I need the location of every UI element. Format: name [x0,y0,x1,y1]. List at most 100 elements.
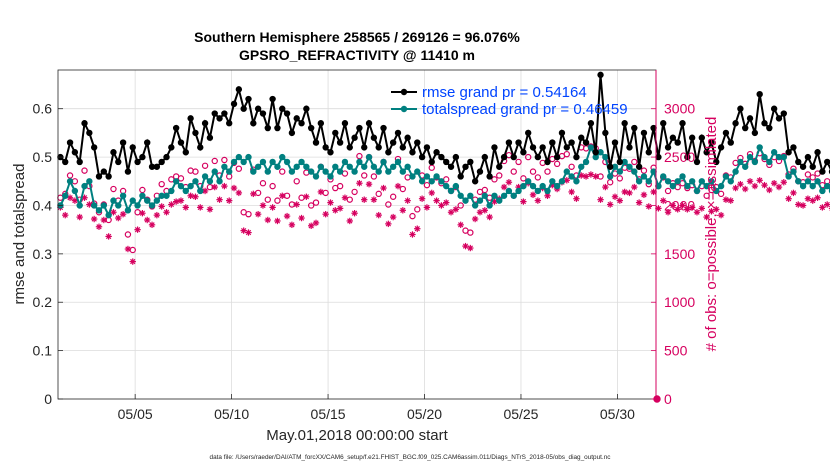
obs-possible-marker [375,190,382,198]
totalspread-point [785,173,792,180]
rmse-point [95,173,103,180]
rmse-point [809,163,816,170]
obs-assimilated-marker [279,192,286,199]
totalspread-point [756,144,763,151]
rmse-point [703,149,710,156]
rmse-point [500,153,508,161]
obs-possible-marker [221,156,228,164]
totalspread-point [370,163,378,170]
asterisk-stroke [400,207,406,213]
obs-possible-marker [529,168,537,175]
asterisk-stroke [703,214,710,220]
obs-possible-marker [544,168,551,175]
obs-assimilated-marker [288,221,296,229]
rmse-point [819,168,826,175]
totalspread-point [361,163,368,170]
totalspread-point [187,182,194,190]
totalspread-point [197,187,204,195]
rmse-point [452,153,460,161]
totalspread-point [235,153,243,161]
rmse-point [737,105,744,112]
obs-assimilated-marker [115,214,122,222]
asterisk-stroke [250,191,256,197]
totalspread-point [698,178,706,185]
y-tick-label-right: 500 [664,343,688,359]
rmse-point [346,144,353,151]
rmse-point [303,105,310,112]
rmse-point [708,139,715,146]
totalspread-point [95,207,103,214]
asterisk-stroke [308,223,314,229]
obs-possible-marker [553,160,561,168]
totalspread-point [172,178,180,185]
asterisk-stroke [467,245,473,251]
rmse-point [177,139,185,146]
obs-possible-marker [423,181,431,189]
obs-possible-marker [428,164,435,171]
obs-possible-marker [399,185,407,193]
asterisk-stroke [814,195,821,201]
rmse-point [139,153,146,161]
obs-assimilated-marker [703,213,710,221]
obs-assimilated-marker [307,222,315,229]
asterisk-stroke [675,206,681,213]
totalspread-point [467,192,474,199]
totalspread-point [679,173,686,180]
obs-possible-marker [274,197,281,204]
obs-assimilated-marker [462,242,469,250]
totalspread-point [587,144,595,151]
obs-possible-marker [717,190,725,198]
asterisk-stroke [650,189,657,195]
rmse-point [351,134,358,141]
asterisk-stroke [322,211,329,217]
obs-assimilated-marker [775,183,783,191]
rmse-point [606,163,614,170]
totalspread-point [616,168,624,175]
asterisk-stroke [438,202,445,209]
asterisk-stroke [491,198,498,205]
obs-assimilated-marker [245,229,252,236]
obs-assimilated-marker [129,258,136,265]
rmse-point [226,120,233,127]
obs-assimilated-marker [568,188,575,196]
asterisk-stroke [313,220,319,226]
rmse-point [693,158,701,166]
asterisk-stroke [617,197,623,204]
asterisk-stroke [347,218,353,224]
totalspread-point [606,173,614,180]
obs-possible-marker [563,150,570,158]
rmse-point [394,129,402,137]
obs-assimilated-marker [790,189,797,197]
totalspread-point [804,178,812,185]
asterisk-stroke [81,195,88,201]
asterisk-stroke [144,217,150,223]
rmse-point [409,149,416,156]
totalspread-point [578,163,585,170]
obs-assimilated-marker [317,188,325,196]
totalspread-point [471,202,479,209]
rmse-point [211,110,218,117]
rmse-point [279,105,286,112]
totalspread-point [423,173,431,180]
obs-possible-marker [211,157,218,165]
totalspread-point [457,192,464,199]
obs-possible-marker [510,168,517,175]
rmse-point [505,139,513,146]
asterisk-stroke [805,196,811,202]
rmse-point [780,110,787,117]
obs-possible-marker [616,175,624,182]
datafile-footnote: data file: /Users/raeder/DAI/ATM_forcXX/… [210,454,612,461]
obs-possible-marker [293,178,300,185]
rmse-point [746,115,754,122]
rmse-point [105,173,112,180]
totalspread-point [365,153,373,161]
asterisk-stroke [752,183,758,189]
asterisk-stroke [337,205,343,212]
asterisk-stroke [298,215,305,221]
obs-assimilated-marker [312,219,320,227]
asterisk-stroke [781,179,787,185]
totalspread-point [71,187,79,195]
totalspread-point [129,197,136,204]
obs-assimilated-marker [679,202,686,209]
x-axis-label: May.01,2018 00:00:00 start [266,427,448,444]
